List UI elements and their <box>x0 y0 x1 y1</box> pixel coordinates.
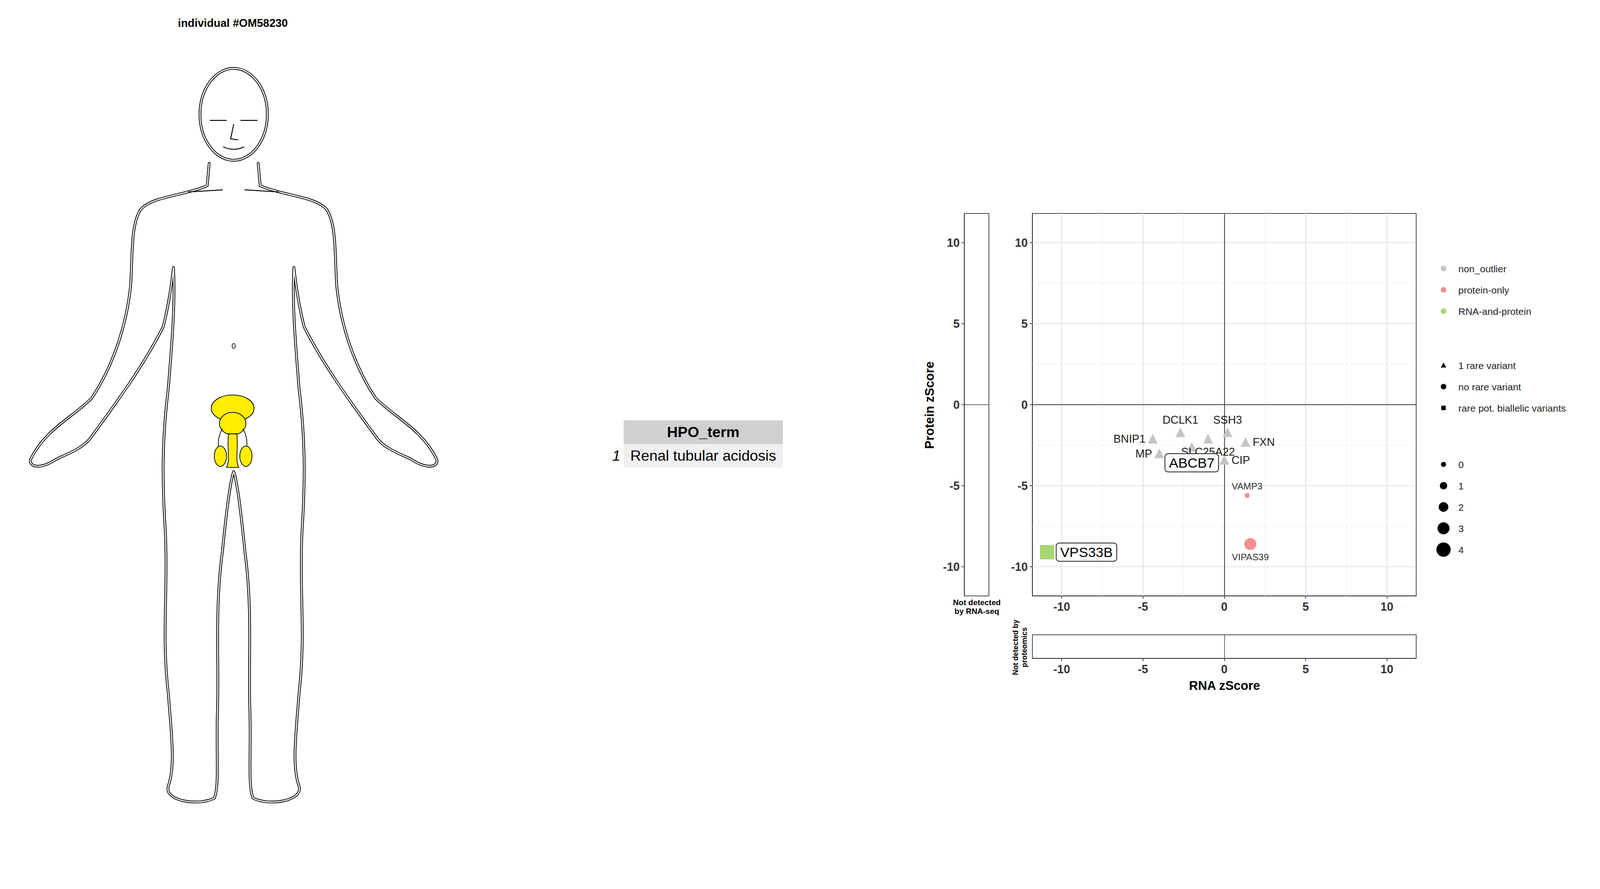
svg-text:0: 0 <box>1458 459 1464 470</box>
html-text:RNA zScore: RNA zScore <box>1188 678 1261 693</box>
svg-text:SLC25A22: SLC25A22 <box>1181 445 1235 458</box>
svg-text:1: 1 <box>1458 480 1464 492</box>
svg-text:-10: -10 <box>1011 560 1028 574</box>
html-text:Protein zScore: Protein zScore <box>922 361 937 449</box>
svg-text:non_outlier: non_outlier <box>1458 263 1507 275</box>
svg-text:3: 3 <box>1458 523 1464 534</box>
svg-text:10: 10 <box>1014 236 1028 250</box>
svg-text:MP: MP <box>1135 447 1152 460</box>
svg-text:-5: -5 <box>1137 662 1149 676</box>
svg-text:5: 5 <box>1302 662 1309 676</box>
svg-text:0: 0 <box>1221 600 1228 613</box>
svg-text:DCLK1: DCLK1 <box>1162 413 1199 426</box>
svg-text:-10: -10 <box>943 560 960 574</box>
svg-text:VPS33B: VPS33B <box>1060 544 1113 560</box>
svg-text:0: 0 <box>1021 398 1028 412</box>
svg-text:1 rare variant: 1 rare variant <box>1458 360 1516 371</box>
svg-text:rare pot. biallelic variants: rare pot. biallelic variants <box>1458 402 1566 414</box>
svg-text:-5: -5 <box>949 479 960 493</box>
svg-text:10: 10 <box>1380 600 1394 613</box>
svg-text:5: 5 <box>953 317 960 331</box>
svg-text:5: 5 <box>1021 317 1028 331</box>
svg-text:10: 10 <box>946 236 960 250</box>
svg-text:0: 0 <box>1221 662 1228 676</box>
svg-text:BNIP1: BNIP1 <box>1113 432 1146 445</box>
svg-text:5: 5 <box>1302 600 1309 613</box>
html-text:individual #OM58230: individual #OM58230 <box>177 16 288 30</box>
svg-text:ABCB7: ABCB7 <box>1168 455 1215 471</box>
svg-text:protein-only: protein-only <box>1458 284 1510 296</box>
svg-text:10: 10 <box>1380 662 1394 676</box>
svg-text:-10: -10 <box>1053 662 1070 676</box>
html-text:Not detected by RNA-seq: Not detected by RNA-seq <box>953 598 1001 616</box>
svg-text:no rare variant: no rare variant <box>1458 381 1522 393</box>
html-text:HPO_term: HPO_term <box>667 423 740 441</box>
svg-text:-10: -10 <box>1053 600 1070 613</box>
svg-text:0: 0 <box>953 398 960 412</box>
svg-text:RNA-and-protein: RNA-and-protein <box>1458 306 1532 317</box>
svg-text:2: 2 <box>1458 501 1464 513</box>
html-text:Not detected by proteomics: Not detected by proteomics <box>1011 619 1029 675</box>
svg-text:FXN: FXN <box>1252 435 1275 449</box>
svg-text:SSH3: SSH3 <box>1212 413 1243 426</box>
html-text:Renal tubular acidosis: Renal tubular acidosis <box>630 447 777 464</box>
svg-text:-5: -5 <box>1017 479 1028 493</box>
svg-text:4: 4 <box>1458 544 1464 556</box>
svg-text:VIPAS39: VIPAS39 <box>1231 551 1269 563</box>
svg-text:VAMP3: VAMP3 <box>1231 481 1263 492</box>
html-text:1: 1 <box>612 447 621 464</box>
svg-text:CIP: CIP <box>1231 453 1250 467</box>
svg-text:-5: -5 <box>1137 600 1149 613</box>
